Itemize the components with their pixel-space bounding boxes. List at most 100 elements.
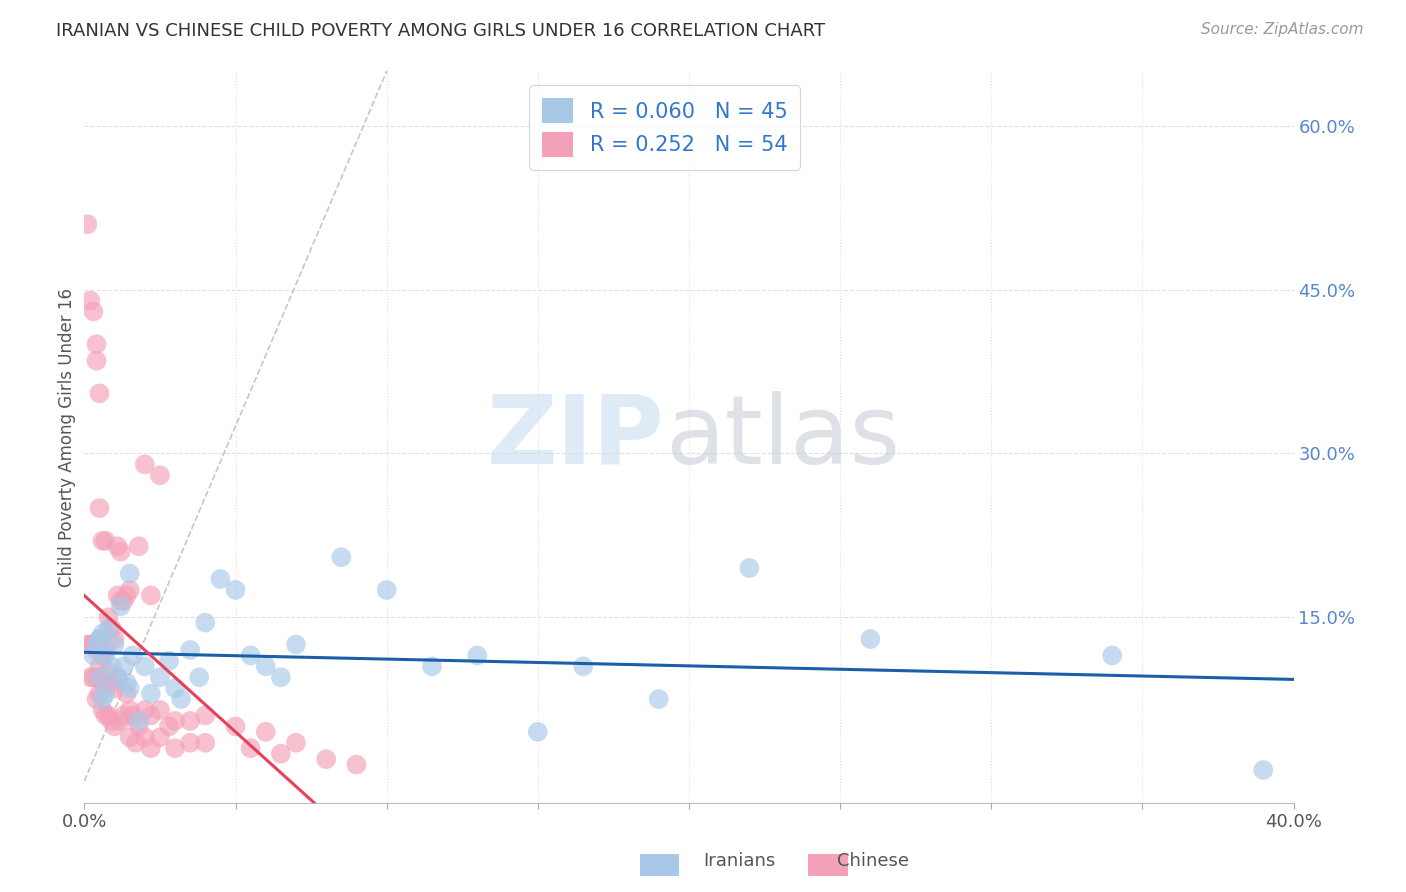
Point xyxy=(121,708,143,723)
Point xyxy=(467,648,489,663)
Point xyxy=(112,594,135,608)
Point xyxy=(346,757,368,772)
Point xyxy=(104,681,127,695)
Point xyxy=(118,566,141,581)
Point xyxy=(179,736,201,750)
Point xyxy=(115,687,138,701)
Point xyxy=(118,681,141,695)
Point xyxy=(170,692,193,706)
Point xyxy=(107,670,129,684)
Point xyxy=(107,539,129,553)
Point xyxy=(194,736,217,750)
Point xyxy=(118,582,141,597)
Point xyxy=(110,594,132,608)
Legend: R = 0.060   N = 45, R = 0.252   N = 54: R = 0.060 N = 45, R = 0.252 N = 54 xyxy=(530,86,800,169)
Point xyxy=(1253,763,1275,777)
Point xyxy=(91,692,114,706)
Point xyxy=(128,539,150,553)
Point xyxy=(89,659,111,673)
Point xyxy=(285,736,308,750)
Point xyxy=(134,731,156,745)
Point xyxy=(97,621,120,635)
Point xyxy=(165,681,187,695)
Point xyxy=(91,648,114,663)
Point xyxy=(527,724,550,739)
Point xyxy=(165,741,187,756)
Point xyxy=(79,638,101,652)
Point xyxy=(149,703,172,717)
Point xyxy=(82,648,104,663)
Point xyxy=(157,719,180,733)
Point xyxy=(89,632,111,646)
Point xyxy=(112,659,135,673)
Point xyxy=(315,752,337,766)
Point xyxy=(285,638,308,652)
Point xyxy=(97,610,120,624)
Point xyxy=(149,670,172,684)
Point xyxy=(149,731,172,745)
Point xyxy=(134,703,156,717)
Point xyxy=(115,588,138,602)
Point xyxy=(648,692,671,706)
Point xyxy=(209,572,232,586)
Point xyxy=(91,703,114,717)
Point xyxy=(94,643,117,657)
Point xyxy=(420,659,443,673)
Text: Source: ZipAtlas.com: Source: ZipAtlas.com xyxy=(1201,22,1364,37)
Text: Chinese: Chinese xyxy=(837,852,908,870)
Point xyxy=(100,675,122,690)
Point xyxy=(86,643,108,657)
Point xyxy=(94,533,117,548)
Point xyxy=(112,708,135,723)
Point xyxy=(76,638,98,652)
Point xyxy=(239,741,262,756)
Point xyxy=(139,708,162,723)
Point xyxy=(79,293,101,308)
Point xyxy=(107,588,129,602)
Point xyxy=(188,670,211,684)
Point xyxy=(89,501,111,516)
Point xyxy=(91,675,114,690)
Point xyxy=(94,687,117,701)
Point xyxy=(738,561,761,575)
Point xyxy=(165,714,187,728)
Point xyxy=(225,582,247,597)
Point xyxy=(125,736,148,750)
Text: IRANIAN VS CHINESE CHILD POVERTY AMONG GIRLS UNDER 16 CORRELATION CHART: IRANIAN VS CHINESE CHILD POVERTY AMONG G… xyxy=(56,22,825,40)
Point xyxy=(118,731,141,745)
Point xyxy=(179,643,201,657)
Point xyxy=(121,648,143,663)
Point xyxy=(128,719,150,733)
Point xyxy=(86,638,108,652)
Point xyxy=(139,687,162,701)
Point xyxy=(859,632,882,646)
Point xyxy=(94,708,117,723)
Point xyxy=(270,670,292,684)
Point xyxy=(110,545,132,559)
Text: ZIP: ZIP xyxy=(486,391,665,483)
Point xyxy=(110,599,132,614)
Point xyxy=(254,659,277,673)
Point xyxy=(89,687,111,701)
Point xyxy=(89,386,111,401)
Point xyxy=(89,670,111,684)
Point xyxy=(110,714,132,728)
Point xyxy=(572,659,595,673)
Point xyxy=(82,670,104,684)
Point xyxy=(104,638,127,652)
Point xyxy=(239,648,262,663)
Text: atlas: atlas xyxy=(665,391,900,483)
Point xyxy=(115,675,138,690)
Point xyxy=(254,724,277,739)
Point xyxy=(330,550,353,565)
Point xyxy=(89,632,111,646)
Point xyxy=(86,692,108,706)
Point xyxy=(270,747,292,761)
Point xyxy=(194,708,217,723)
Point xyxy=(100,659,122,673)
Point xyxy=(86,353,108,368)
Point xyxy=(97,665,120,679)
Y-axis label: Child Poverty Among Girls Under 16: Child Poverty Among Girls Under 16 xyxy=(58,287,76,587)
Point xyxy=(91,533,114,548)
Point xyxy=(86,670,108,684)
